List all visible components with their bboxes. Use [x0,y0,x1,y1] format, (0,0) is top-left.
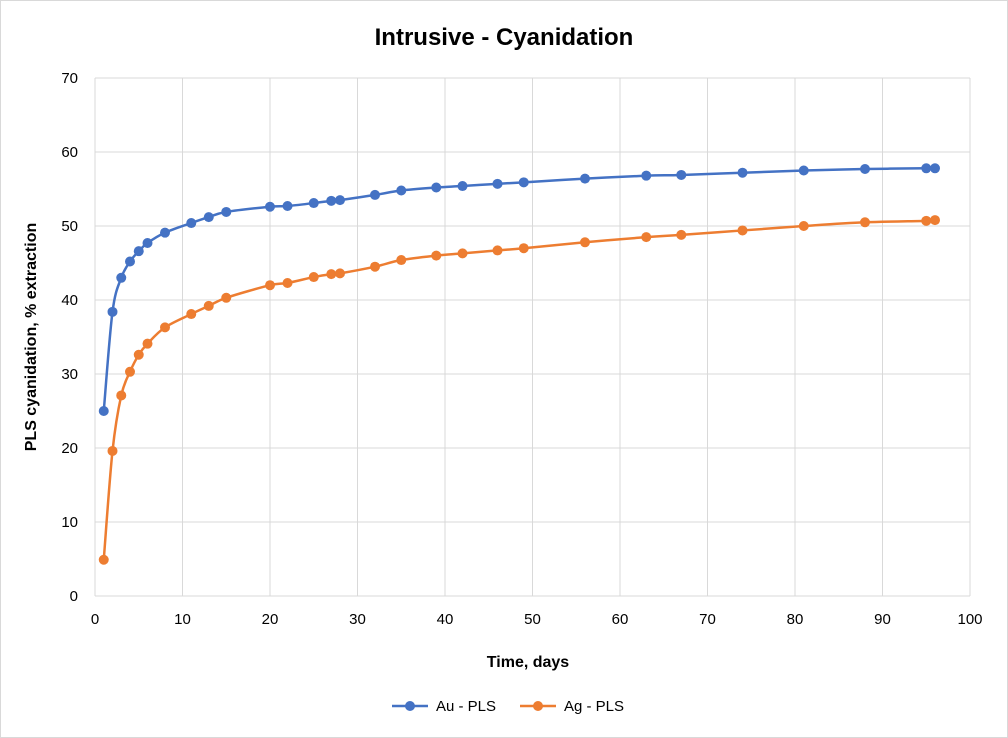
legend-marker [405,701,415,711]
data-point-au-pls [98,406,109,416]
legend-label: Ag - PLS [564,698,624,715]
data-point-au-pls [282,201,293,212]
y-tick-label: 20 [61,440,78,457]
data-point-au-pls [580,173,590,184]
data-point-ag-pls [186,309,197,320]
data-point-ag-pls [798,221,809,231]
data-point-au-pls [370,189,380,200]
data-point-ag-pls [203,300,214,311]
legend-label: Au - PLS [436,698,496,715]
legend-marker [533,701,543,711]
series-lines [98,163,940,565]
data-point-au-pls [396,185,407,196]
data-point-ag-pls [133,349,144,360]
data-point-ag-pls [308,272,319,283]
x-tick-label: 50 [524,611,541,628]
data-point-ag-pls [370,261,380,272]
data-point-ag-pls [457,248,468,259]
series-au-pls [98,163,940,416]
y-tick-label: 0 [70,588,78,605]
data-point-ag-pls [265,280,275,291]
gridlines [94,77,971,597]
x-tick-label: 30 [349,611,366,628]
data-point-au-pls [326,195,337,206]
y-tick-label: 60 [61,144,78,161]
data-point-ag-pls [221,292,232,303]
data-point-au-pls [930,163,940,174]
y-tick-label: 50 [61,218,78,235]
x-tick-label: 80 [787,611,804,628]
data-point-au-pls [186,218,197,229]
data-point-au-pls [308,198,319,209]
data-point-ag-pls [860,217,870,228]
data-point-au-pls [492,178,503,189]
legend: Au - PLS Ag - PLS [392,698,624,715]
data-point-au-pls [265,201,275,212]
data-point-ag-pls [98,554,109,565]
x-axis-title: Time, days [487,654,570,671]
legend-item-ag-pls: Ag - PLS [520,698,624,715]
x-tick-label: 40 [437,611,454,628]
data-point-au-pls [518,177,529,188]
data-point-au-pls [641,170,652,181]
data-point-au-pls [921,163,932,174]
data-point-au-pls [860,164,870,175]
data-point-ag-pls [326,269,337,280]
tick-labels: 0 10 20 30 40 50 60 70 80 90 100 0 10 20 30 40 50 60 70 [61,70,982,628]
series-line-ag-pls [102,218,936,560]
x-tick-label: 90 [874,611,891,628]
data-point-ag-pls [160,322,170,333]
data-point-au-pls [737,167,748,178]
x-tick-label: 60 [612,611,629,628]
data-point-ag-pls [116,390,127,401]
data-point-ag-pls [921,215,932,226]
data-point-au-pls [125,256,135,267]
x-tick-label: 70 [699,611,716,628]
data-point-ag-pls [676,229,687,240]
data-point-au-pls [457,181,468,192]
data-point-ag-pls [396,255,407,266]
data-point-au-pls [335,195,345,206]
data-point-ag-pls [125,366,135,377]
data-point-au-pls [107,306,118,317]
data-point-ag-pls [641,232,652,243]
data-point-ag-pls [492,245,503,256]
data-point-au-pls [221,206,232,217]
data-point-au-pls [798,165,809,176]
data-point-ag-pls [335,268,345,279]
y-tick-label: 10 [61,514,78,531]
data-point-au-pls [133,246,144,257]
y-tick-label: 40 [61,292,78,309]
data-point-au-pls [431,182,442,193]
x-tick-label: 10 [174,611,191,628]
y-tick-label: 30 [61,366,78,383]
y-axis-title: PLS cyanidation, % extraction [23,223,40,452]
data-point-au-pls [160,227,170,238]
x-tick-label: 20 [262,611,279,628]
legend-item-au-pls: Au - PLS [392,698,496,715]
series-ag-pls [98,215,940,565]
data-point-au-pls [676,169,687,180]
y-tick-label: 70 [61,70,78,87]
x-tick-label: 0 [91,611,99,628]
data-point-ag-pls [737,225,748,236]
data-point-ag-pls [282,277,293,288]
x-tick-label: 100 [957,611,982,628]
data-point-ag-pls [518,243,529,254]
chart-title: Intrusive - Cyanidation [375,24,634,51]
data-point-ag-pls [930,215,940,226]
data-point-ag-pls [142,338,153,349]
data-point-au-pls [116,272,127,283]
data-point-ag-pls [431,250,442,261]
data-point-ag-pls [107,445,118,456]
data-point-au-pls [203,212,214,223]
series-line-au-pls [102,166,936,412]
data-point-ag-pls [580,237,590,248]
data-point-au-pls [142,238,153,249]
